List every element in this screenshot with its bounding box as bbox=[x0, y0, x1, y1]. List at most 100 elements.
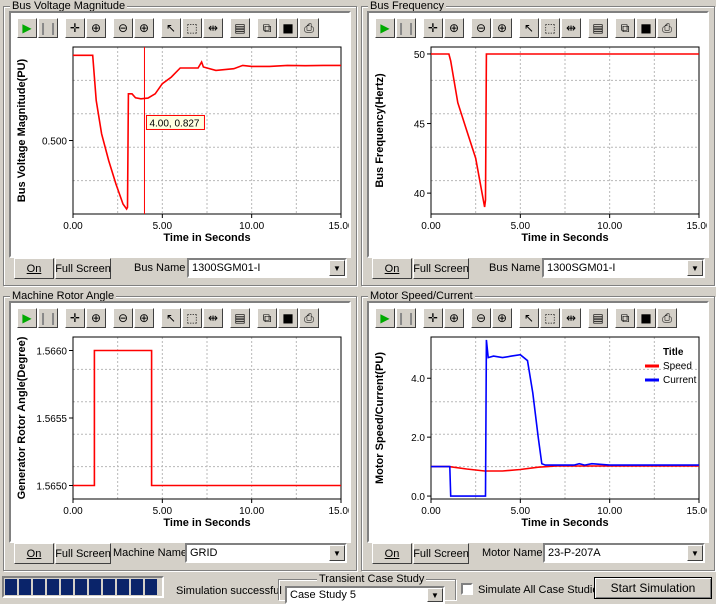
series-line-data bbox=[431, 53, 699, 208]
pan-icon[interactable]: ✛ bbox=[423, 308, 443, 328]
x-axis-label: Time in Seconds bbox=[163, 232, 250, 244]
properties-icon[interactable]: ▤ bbox=[230, 308, 250, 328]
motor-name-select[interactable]: 23-P-207A ▼ bbox=[543, 543, 705, 563]
pointer-icon[interactable]: ↖ bbox=[161, 308, 181, 328]
on-button[interactable]: On bbox=[14, 543, 54, 564]
properties-icon[interactable]: ▤ bbox=[588, 18, 608, 38]
chevron-down-icon[interactable]: ▼ bbox=[427, 588, 443, 602]
print-icon[interactable]: ⎙ bbox=[657, 308, 677, 328]
chart-toolbar: ▶ ❙❙ ✛ ⊕ ⊖ ⊕ ↖ ⬚ ⇹ ▤ ⧉ ■ ⎙ bbox=[17, 17, 320, 39]
start-simulation-button[interactable]: Start Simulation bbox=[594, 577, 712, 599]
print-icon[interactable]: ⎙ bbox=[657, 18, 677, 38]
zoom-fit-icon[interactable]: ⊕ bbox=[444, 18, 464, 38]
copy-icon[interactable]: ⧉ bbox=[615, 308, 635, 328]
save-icon[interactable]: ■ bbox=[636, 18, 656, 38]
print-icon[interactable]: ⎙ bbox=[299, 18, 319, 38]
copy-icon[interactable]: ⧉ bbox=[257, 18, 277, 38]
on-button[interactable]: On bbox=[14, 258, 54, 279]
pointer-icon[interactable]: ↖ bbox=[519, 18, 539, 38]
progress-block bbox=[33, 579, 45, 595]
zoom-in-icon[interactable]: ⊕ bbox=[134, 18, 154, 38]
fullscreen-button[interactable]: Full Screen bbox=[413, 543, 469, 564]
progress-block bbox=[131, 579, 143, 595]
chart-toolbar: ▶ ❙❙ ✛ ⊕ ⊖ ⊕ ↖ ⬚ ⇹ ▤ ⧉ ■ ⎙ bbox=[375, 307, 678, 329]
chevron-down-icon[interactable]: ▼ bbox=[687, 260, 703, 276]
play-icon[interactable]: ▶ bbox=[17, 18, 37, 38]
zoom-fit-icon[interactable]: ⊕ bbox=[86, 18, 106, 38]
series-line-speed bbox=[431, 465, 699, 472]
zoom-out-icon[interactable]: ⊖ bbox=[113, 308, 133, 328]
pause-icon[interactable]: ❙❙ bbox=[38, 18, 58, 38]
zoom-out-icon[interactable]: ⊖ bbox=[113, 18, 133, 38]
simulate-all-checkbox[interactable] bbox=[461, 583, 473, 595]
save-icon[interactable]: ■ bbox=[636, 308, 656, 328]
crosshair-icon[interactable]: ⇹ bbox=[203, 18, 223, 38]
select-box-icon[interactable]: ⬚ bbox=[182, 308, 202, 328]
fullscreen-button[interactable]: Full Screen bbox=[55, 543, 111, 564]
chevron-down-icon[interactable]: ▼ bbox=[687, 545, 703, 561]
selected-value: Case Study 5 bbox=[290, 589, 357, 601]
chart-svg: 0.00 5.00 10.00 15.00 0.0 2.0 4.0 Time in Secon… bbox=[374, 336, 707, 529]
print-icon[interactable]: ⎙ bbox=[299, 308, 319, 328]
select-box-icon[interactable]: ⬚ bbox=[540, 18, 560, 38]
machine-name-select[interactable]: GRID ▼ bbox=[185, 543, 347, 563]
chart-area: ▶❙❙✛⊕⊖⊕↖⬚⇹▤⧉■⎙ 0.005.0010.0015.000.500Ti… bbox=[9, 11, 351, 258]
play-icon[interactable]: ▶ bbox=[375, 18, 395, 38]
on-button[interactable]: On bbox=[372, 543, 412, 564]
on-button[interactable]: On bbox=[372, 258, 412, 279]
select-box-icon[interactable]: ⬚ bbox=[540, 308, 560, 328]
save-icon[interactable]: ■ bbox=[278, 308, 298, 328]
zoom-in-icon[interactable]: ⊕ bbox=[492, 18, 512, 38]
zoom-out-icon[interactable]: ⊖ bbox=[471, 308, 491, 328]
zoom-fit-icon[interactable]: ⊕ bbox=[86, 308, 106, 328]
legend-item: Current bbox=[663, 375, 697, 386]
crosshair-icon[interactable]: ⇹ bbox=[561, 308, 581, 328]
y-tick-label: 1.5655 bbox=[36, 414, 67, 425]
pause-icon[interactable]: ❙❙ bbox=[38, 308, 58, 328]
chevron-down-icon[interactable]: ▼ bbox=[329, 545, 345, 561]
copy-icon[interactable]: ⧉ bbox=[615, 18, 635, 38]
bus-name-select[interactable]: 1300SGM01-I ▼ bbox=[542, 258, 705, 278]
chart-toolbar: ▶ ❙❙ ✛ ⊕ ⊖ ⊕ ↖ ⬚ ⇹ ▤ ⧉ ■ ⎙ bbox=[17, 307, 320, 329]
copy-icon[interactable]: ⧉ bbox=[257, 308, 277, 328]
fullscreen-button[interactable]: Full Screen bbox=[55, 258, 111, 279]
y-axis-label: Bus Frequency(Hertz) bbox=[374, 73, 386, 188]
pause-icon[interactable]: ❙❙ bbox=[396, 308, 416, 328]
zoom-fit-icon[interactable]: ⊕ bbox=[444, 308, 464, 328]
x-tick-label: 10.00 bbox=[239, 506, 264, 517]
pan-icon[interactable]: ✛ bbox=[65, 18, 85, 38]
properties-icon[interactable]: ▤ bbox=[588, 308, 608, 328]
zoom-out-icon[interactable]: ⊖ bbox=[471, 18, 491, 38]
panel-motor-speed-current: Motor Speed/Current ▶ ❙❙ ✛ ⊕ ⊖ ⊕ ↖ ⬚ ⇹ ▤ ⧉ ■ ⎙ 0.00 5… bbox=[361, 289, 715, 571]
pan-icon[interactable]: ✛ bbox=[65, 308, 85, 328]
play-icon[interactable]: ▶ bbox=[375, 308, 395, 328]
play-icon[interactable]: ▶ bbox=[17, 308, 37, 328]
series-group bbox=[73, 54, 341, 211]
pan-icon[interactable]: ✛ bbox=[423, 18, 443, 38]
simulate-all-label[interactable]: Simulate All Case Studies bbox=[478, 584, 604, 596]
pointer-icon[interactable]: ↖ bbox=[519, 308, 539, 328]
case-study-select[interactable]: Case Study 5 ▼ bbox=[285, 586, 445, 604]
y-tick-label: 40 bbox=[414, 189, 426, 200]
crosshair-icon[interactable]: ⇹ bbox=[203, 308, 223, 328]
zoom-in-icon[interactable]: ⊕ bbox=[134, 308, 154, 328]
selector-label: Bus Name : bbox=[489, 262, 547, 274]
properties-icon[interactable]: ▤ bbox=[230, 18, 250, 38]
selected-value: 1300SGM01-I bbox=[192, 262, 261, 274]
chevron-down-icon[interactable]: ▼ bbox=[329, 260, 345, 276]
bus-name-select[interactable]: 1300SGM01-I ▼ bbox=[187, 258, 347, 278]
crosshair-icon[interactable]: ⇹ bbox=[561, 18, 581, 38]
pause-icon[interactable]: ❙❙ bbox=[396, 18, 416, 38]
start-simulation-label: Start Simulation bbox=[610, 581, 696, 595]
series-group bbox=[431, 53, 699, 208]
save-icon[interactable]: ■ bbox=[278, 18, 298, 38]
select-box-icon[interactable]: ⬚ bbox=[182, 18, 202, 38]
series-line-data bbox=[73, 349, 341, 487]
selector-label: Bus Name : bbox=[134, 262, 192, 274]
fullscreen-button[interactable]: Full Screen bbox=[413, 258, 469, 279]
panel-title: Machine Rotor Angle bbox=[10, 289, 117, 303]
chart-svg: 0.00 5.00 10.00 15.00 0.500 Time in Seconds Bu… bbox=[16, 46, 349, 244]
zoom-in-icon[interactable]: ⊕ bbox=[492, 308, 512, 328]
pointer-icon[interactable]: ↖ bbox=[161, 18, 181, 38]
selected-value: 1300SGM01-I bbox=[547, 262, 616, 274]
